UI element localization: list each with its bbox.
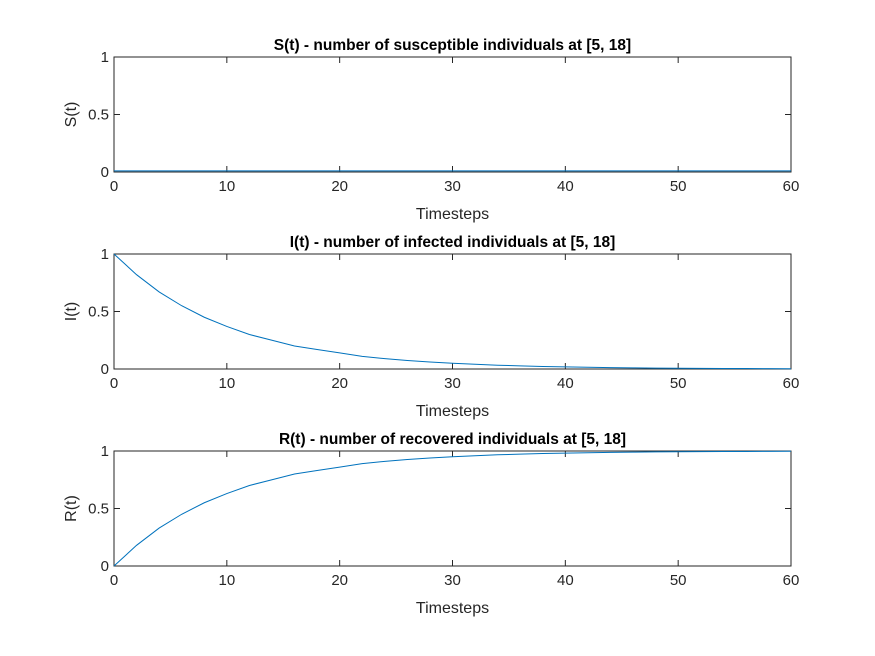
r-x-tick-label: 60 bbox=[783, 572, 800, 589]
s-x-tick-label: 40 bbox=[557, 178, 574, 195]
r-y-tick-label: 0 bbox=[101, 558, 109, 575]
r-axes-box bbox=[113, 450, 792, 567]
s-y-axis-label: S(t) bbox=[63, 102, 80, 128]
i-x-tick-label: 40 bbox=[557, 375, 574, 392]
r-subplot: R(t) - number of recovered individuals a… bbox=[63, 431, 799, 617]
i-chart-title: I(t) - number of infected individuals at… bbox=[290, 234, 616, 251]
r-x-axis-label: Timesteps bbox=[416, 600, 489, 617]
s-y-tick-label: 1 bbox=[101, 49, 109, 66]
i-x-tick-label: 20 bbox=[331, 375, 348, 392]
r-x-tick-label: 40 bbox=[557, 572, 574, 589]
i-x-axis-label: Timesteps bbox=[416, 403, 489, 420]
r-x-tick-label: 0 bbox=[110, 572, 118, 589]
i-x-tick-label: 50 bbox=[670, 375, 687, 392]
r-series-line bbox=[113, 450, 792, 567]
i-axes-box bbox=[113, 253, 792, 370]
i-subplot: I(t) - number of infected individuals at… bbox=[63, 234, 799, 420]
r-y-tick-label: 0.5 bbox=[88, 501, 109, 518]
i-x-tick-label: 30 bbox=[444, 375, 461, 392]
s-x-tick-label: 0 bbox=[110, 178, 118, 195]
r-x-tick-label: 20 bbox=[331, 572, 348, 589]
s-y-tick-label: 0.5 bbox=[88, 107, 109, 124]
r-y-tick-label: 1 bbox=[101, 443, 109, 460]
i-x-tick-label: 10 bbox=[218, 375, 235, 392]
s-subplot: S(t) - number of susceptible individuals… bbox=[63, 37, 799, 223]
r-chart-title: R(t) - number of recovered individuals a… bbox=[279, 431, 626, 448]
s-x-axis-label: Timesteps bbox=[416, 206, 489, 223]
i-x-tick-label: 0 bbox=[110, 375, 118, 392]
s-x-tick-label: 10 bbox=[218, 178, 235, 195]
r-x-tick-label: 50 bbox=[670, 572, 687, 589]
s-x-tick-label: 60 bbox=[783, 178, 800, 195]
s-x-tick-label: 50 bbox=[670, 178, 687, 195]
i-y-tick-label: 0.5 bbox=[88, 304, 109, 321]
s-axes-box bbox=[113, 56, 792, 173]
i-y-tick-label: 1 bbox=[101, 246, 109, 263]
r-x-tick-label: 30 bbox=[444, 572, 461, 589]
s-x-tick-label: 30 bbox=[444, 178, 461, 195]
s-x-tick-label: 20 bbox=[331, 178, 348, 195]
i-y-axis-label: I(t) bbox=[63, 302, 80, 322]
r-x-tick-label: 10 bbox=[218, 572, 235, 589]
i-y-tick-label: 0 bbox=[101, 361, 109, 378]
s-y-tick-label: 0 bbox=[101, 164, 109, 181]
r-y-axis-label: R(t) bbox=[63, 495, 80, 522]
i-series-line bbox=[113, 253, 792, 370]
i-x-tick-label: 60 bbox=[783, 375, 800, 392]
s-chart-title: S(t) - number of susceptible individuals… bbox=[274, 37, 631, 54]
